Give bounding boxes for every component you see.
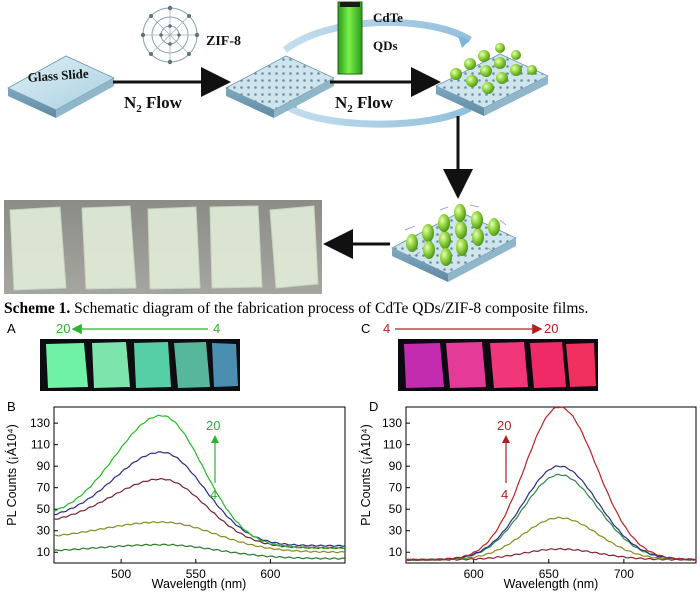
chart-d-x-tick-label: 700 bbox=[614, 567, 634, 581]
panel-c-to-label: 20 bbox=[544, 321, 559, 336]
zif8-structure-icon bbox=[140, 5, 200, 65]
panel-a-photo bbox=[40, 339, 240, 391]
chart-b-arrowhead bbox=[211, 435, 219, 443]
panels-ac-photos: 20 --> bbox=[40, 323, 598, 391]
films-photo bbox=[4, 200, 322, 294]
composite-film-slide bbox=[391, 204, 517, 282]
n2-flow-label-2: N2 Flow bbox=[335, 93, 394, 115]
chart-d-y-tick-label: 10 bbox=[389, 545, 403, 559]
chart-b-ylabel: PL Counts (¡Á10⁴) bbox=[4, 424, 19, 525]
chart-d-plot-frame bbox=[405, 406, 697, 564]
chart-d-y-tick-label: 50 bbox=[389, 502, 403, 516]
panel-d-letter: D bbox=[369, 399, 379, 414]
chart-d-series-line-4 bbox=[405, 465, 697, 562]
chart-d-series-line-3 bbox=[405, 473, 697, 561]
qds-label: QDs bbox=[373, 38, 398, 53]
chart-d-y-tick-label: 90 bbox=[389, 459, 403, 473]
chart-b-bottom-label: 4 bbox=[210, 487, 217, 502]
cdte-label: CdTe bbox=[373, 10, 403, 25]
chart-b-pl-spectra: 10 30 50 70 90 110 130 500 550 600 Wavelength (nm… bbox=[4, 406, 346, 591]
chart-b-xlabel: Wavelength (nm) bbox=[152, 577, 247, 591]
chart-b-y-tick-label: 110 bbox=[31, 438, 50, 452]
chart-d-xlabel: Wavelength (nm) bbox=[504, 577, 599, 591]
chart-d-y-tick-label: 70 bbox=[389, 481, 403, 495]
chart-b-y-tick-label: 90 bbox=[37, 459, 51, 473]
zif8-label: ZIF-8 bbox=[206, 34, 241, 49]
chart-d-arrowhead bbox=[502, 435, 510, 443]
panel-a-from-label: 20 bbox=[56, 321, 71, 336]
cdte-qd-vial bbox=[337, 1, 363, 75]
chart-b-y-tick-label: 30 bbox=[37, 524, 51, 538]
chart-d-x-tick-label: 600 bbox=[464, 567, 484, 581]
chart-b-series-line-5 bbox=[53, 414, 346, 550]
chart-b-series-line-2 bbox=[54, 520, 346, 554]
zif8-coated-slide bbox=[225, 55, 335, 118]
chart-d-y-tick-label: 30 bbox=[389, 524, 403, 538]
chart-d-bottom-label: 4 bbox=[501, 487, 508, 502]
caption-text: Schematic diagram of the fabrication pro… bbox=[70, 300, 589, 317]
chart-d-x-tick-label: 650 bbox=[539, 567, 559, 581]
panel-c-photo bbox=[398, 339, 598, 391]
chart-b-y-tick-label: 50 bbox=[37, 502, 51, 516]
panel-a-to-label: 4 bbox=[213, 321, 221, 336]
chart-b-y-tick-label: 10 bbox=[37, 545, 51, 559]
chart-d-pl-spectra: 10 30 50 70 90 110 130 600 650 700 Wavelength (nm… bbox=[358, 406, 697, 591]
chart-d-ylabel: PL Counts (¡Á10⁴) bbox=[358, 424, 373, 525]
chart-b-y-tick-label: 130 bbox=[30, 416, 50, 430]
fabrication-scheme: Glass Slide ZIF-8 N2 Flow CdTe QDs N2 Fl… bbox=[4, 1, 549, 294]
chart-b-plot-frame bbox=[53, 406, 346, 564]
chart-b-x-tick-label: 550 bbox=[186, 567, 206, 581]
chart-d-y-tick-label: 130 bbox=[382, 416, 402, 430]
glass-slide-label: Glass Slide bbox=[27, 66, 89, 85]
panel-a-letter: A bbox=[7, 321, 16, 336]
chart-d-y-tick-label: 110 bbox=[383, 438, 402, 452]
chart-b-x-tick-label: 600 bbox=[260, 567, 280, 581]
chart-b-top-label: 20 bbox=[206, 418, 220, 433]
panel-c-letter: C bbox=[361, 321, 371, 336]
chart-b-x-tick-label: 500 bbox=[111, 567, 131, 581]
scheme-caption: Scheme 1. Schematic diagram of the fabri… bbox=[4, 300, 700, 318]
caption-label: Scheme 1. bbox=[4, 300, 71, 317]
n2-flow-label-1: N2 Flow bbox=[124, 93, 183, 115]
panel-c-from-label: 4 bbox=[383, 321, 391, 336]
chart-d-top-label: 20 bbox=[497, 418, 511, 433]
chart-b-series-line-1 bbox=[53, 543, 346, 560]
chart-d-series-line-5 bbox=[405, 406, 697, 562]
chart-b-series-line-3 bbox=[53, 477, 346, 550]
glass-slide bbox=[7, 55, 115, 118]
chart-b-y-tick-label: 70 bbox=[37, 481, 51, 495]
qd-loaded-slide bbox=[435, 43, 549, 116]
chart-b-series-line-4 bbox=[53, 451, 346, 547]
panel-b-letter: B bbox=[7, 399, 16, 414]
